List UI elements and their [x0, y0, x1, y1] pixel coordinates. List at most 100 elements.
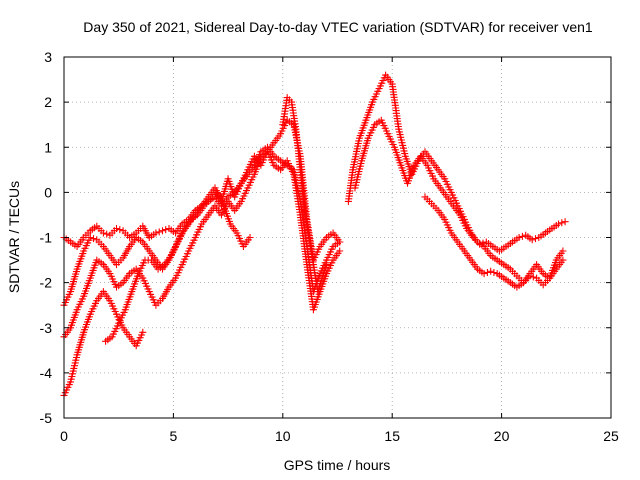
data-point — [93, 256, 101, 264]
data-point — [460, 247, 468, 255]
data-point — [305, 234, 313, 241]
data-point — [487, 252, 495, 259]
data-point — [377, 116, 385, 124]
data-point — [106, 252, 114, 259]
data-point — [86, 274, 94, 282]
data-point — [355, 134, 363, 142]
data-point — [204, 211, 212, 219]
data-point — [336, 238, 344, 246]
data-point — [244, 170, 252, 178]
data-point — [139, 238, 147, 246]
data-point-fill — [103, 230, 111, 238]
data-point — [211, 184, 219, 192]
data-point-fill — [532, 235, 539, 243]
data-point — [296, 211, 304, 219]
data-point — [421, 193, 429, 201]
data-point — [139, 274, 147, 282]
x-tick-label: 25 — [603, 428, 619, 444]
data-point — [555, 220, 562, 228]
data-point — [106, 231, 114, 239]
data-point — [270, 152, 278, 160]
data-point — [509, 238, 516, 246]
data-point — [349, 166, 357, 174]
data-point — [167, 252, 175, 259]
data-point — [500, 274, 508, 282]
data-point — [165, 225, 173, 232]
y-tick-label: -5 — [40, 410, 53, 426]
series-arc-8 — [352, 118, 566, 253]
data-point — [502, 243, 510, 250]
data-point — [106, 270, 114, 278]
y-tick-label: -4 — [40, 365, 53, 381]
x-tick-label: 5 — [170, 428, 178, 444]
data-point — [211, 202, 219, 210]
data-point — [121, 306, 129, 314]
data-point — [559, 256, 567, 264]
data-point — [152, 229, 160, 237]
series-arc-7 — [345, 73, 565, 284]
tick-labels: 0 5 10 15 20 25 -5 -4 -3 -2 -1 0 1 2 3 — [40, 49, 619, 444]
data-point — [244, 184, 252, 192]
data-point — [546, 274, 554, 282]
data-point — [323, 234, 331, 241]
data-point — [388, 80, 396, 88]
data-point — [428, 200, 436, 208]
data-point — [270, 161, 278, 169]
data-point — [178, 261, 186, 269]
data-point — [187, 215, 195, 223]
data-point-fill — [558, 219, 566, 227]
data-point — [506, 279, 514, 287]
data-point — [113, 283, 120, 291]
data-point — [463, 225, 471, 232]
data-point — [148, 256, 155, 264]
data-point — [277, 130, 285, 138]
data-point — [277, 166, 285, 174]
data-point — [139, 222, 147, 230]
data-point — [288, 98, 296, 106]
x-tick-label: 10 — [275, 428, 291, 444]
data-point — [430, 175, 438, 183]
data-point — [270, 139, 278, 147]
data-point — [102, 337, 110, 345]
data-point — [487, 267, 495, 275]
data-point — [73, 306, 81, 314]
data-point — [93, 297, 101, 305]
data-point — [126, 270, 134, 278]
data-point — [436, 184, 444, 192]
data-point — [526, 272, 534, 280]
data-point — [344, 197, 352, 205]
data-point — [441, 215, 449, 223]
data-point — [559, 247, 567, 255]
data-point — [309, 261, 317, 269]
data-point — [224, 197, 232, 205]
data-point — [119, 227, 127, 235]
data-point — [351, 184, 359, 192]
data-point — [113, 310, 120, 318]
y-tick-label: 2 — [44, 94, 52, 110]
data-point — [480, 243, 488, 250]
data-point — [541, 229, 549, 237]
data-point — [207, 195, 215, 203]
data-point — [552, 265, 560, 273]
y-tick-label: 0 — [44, 184, 52, 200]
data-point — [493, 270, 501, 278]
data-point — [323, 261, 331, 269]
data-point — [80, 247, 88, 255]
data-point — [165, 283, 173, 291]
data-point — [290, 170, 298, 178]
data-point — [423, 161, 431, 169]
data-point — [86, 234, 94, 241]
data-point — [119, 324, 127, 332]
data-point — [233, 229, 241, 237]
data-point — [561, 218, 569, 226]
data-point-fill — [529, 273, 537, 281]
data-point — [390, 143, 398, 151]
data-point — [141, 256, 149, 264]
x-tick-label: 0 — [60, 428, 68, 444]
data-point — [132, 342, 140, 350]
data-point — [231, 206, 239, 214]
data-point — [528, 236, 536, 244]
data-point — [145, 288, 153, 296]
data-point — [108, 333, 116, 341]
